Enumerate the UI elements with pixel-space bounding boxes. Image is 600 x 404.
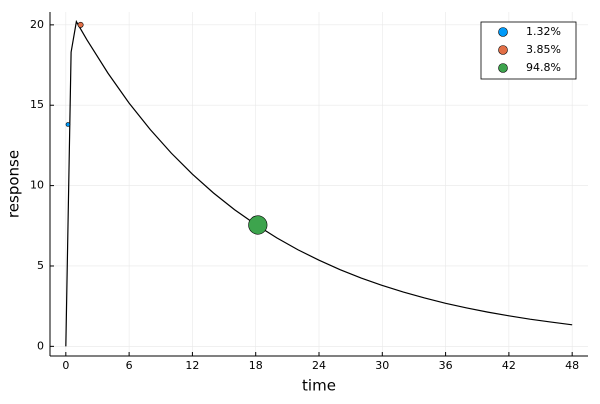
legend: 1.32% 3.85% 94.8% <box>480 21 577 80</box>
x-tick-label: 24 <box>312 359 326 372</box>
x-tick-label: 12 <box>185 359 199 372</box>
legend-label: 3.85% <box>526 43 561 56</box>
x-tick-label: 36 <box>439 359 453 372</box>
legend-label: 94.8% <box>526 61 561 74</box>
x-tick-label: 6 <box>126 359 133 372</box>
legend-marker <box>498 63 508 73</box>
y-tick-label: 0 <box>37 339 44 352</box>
y-tick-label: 5 <box>37 259 44 272</box>
x-tick-label: 0 <box>62 359 69 372</box>
x-tick-label: 42 <box>502 359 516 372</box>
x-tick-label: 30 <box>375 359 389 372</box>
legend-marker <box>498 27 508 37</box>
point <box>77 21 84 28</box>
legend-label: 1.32% <box>526 25 561 38</box>
y-tick-label: 15 <box>30 98 44 111</box>
y-tick-label: 20 <box>30 18 44 31</box>
x-tick-label: 18 <box>249 359 263 372</box>
y-axis-title: response <box>5 150 23 218</box>
legend-marker <box>498 45 508 55</box>
legend-box <box>480 21 577 80</box>
x-tick-label: 48 <box>565 359 579 372</box>
point <box>65 122 71 127</box>
x-axis-title: time <box>302 377 336 395</box>
line <box>65 19 573 347</box>
y-tick-label: 10 <box>30 179 44 192</box>
point <box>248 215 268 235</box>
